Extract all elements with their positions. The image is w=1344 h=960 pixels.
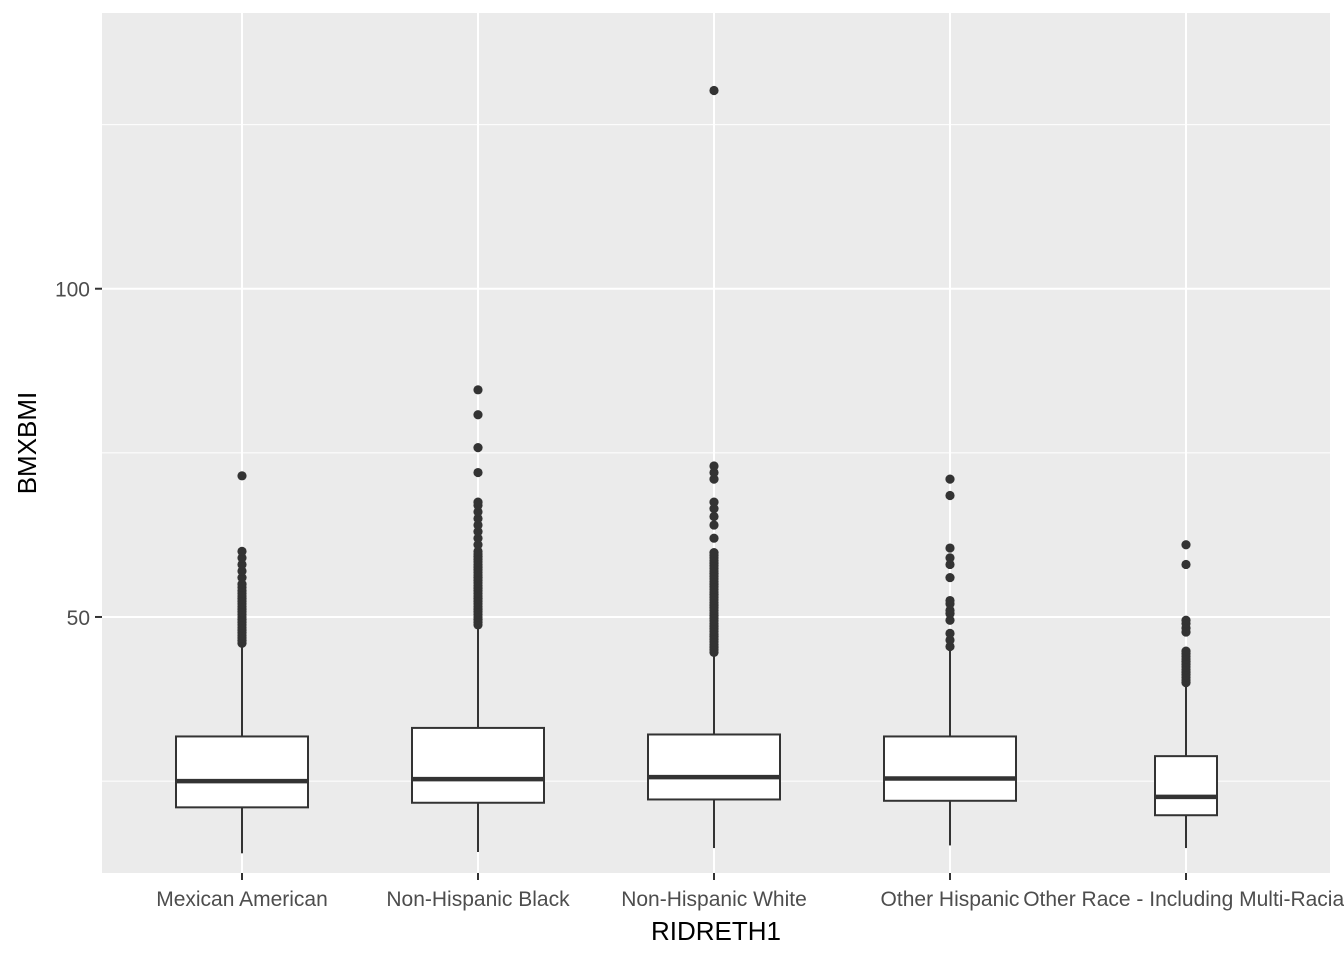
outlier-point — [1181, 559, 1191, 570]
outlier-point — [473, 540, 483, 550]
outlier-point — [473, 527, 483, 537]
outlier-point — [237, 471, 247, 481]
outlier-point — [709, 474, 719, 484]
outlier-point — [473, 520, 483, 530]
outlier-point — [945, 635, 955, 645]
outlier-point — [473, 410, 483, 420]
outlier-point — [1181, 540, 1191, 550]
boxes — [175, 626, 1218, 854]
outlier-point — [709, 511, 719, 522]
outlier-point — [237, 559, 247, 570]
outlier-point — [473, 385, 483, 395]
box-2 — [647, 653, 781, 849]
x-tick-label: Other Race - Including Multi-Racial — [1023, 888, 1344, 911]
x-tick-label: Other Hispanic — [881, 888, 1020, 911]
outlier-point — [945, 474, 955, 484]
iqr-box — [175, 735, 309, 809]
x-axis-title: RIDRETH1 — [651, 916, 781, 946]
y-tick-label: 100 — [55, 279, 90, 302]
outlier-point — [709, 520, 719, 530]
x-tick-label: Non-Hispanic White — [621, 888, 807, 911]
box-4 — [1154, 683, 1218, 849]
iqr-box — [883, 735, 1017, 802]
outlier-point — [945, 605, 955, 616]
outlier-point — [473, 442, 483, 453]
outlier-point — [709, 504, 719, 514]
outlier-point — [237, 579, 247, 589]
y-tick-label: 50 — [67, 607, 90, 630]
outlier-point — [945, 628, 955, 638]
outlier-point — [473, 497, 483, 507]
outlier-point — [237, 553, 247, 563]
outlier-point — [709, 467, 719, 478]
iqr-box — [647, 733, 781, 801]
outlier-point — [237, 572, 247, 583]
iqr-box — [411, 726, 545, 804]
outlier-point — [945, 595, 955, 606]
x-axis-ticks: Mexican American Non-Hispanic Black Non-Hi… — [156, 873, 1344, 911]
outlier-point — [945, 553, 955, 563]
box-1 — [411, 626, 545, 852]
plot-panel — [102, 13, 1330, 873]
outlier-point — [709, 461, 719, 471]
y-axis-title: BMXBMI — [12, 392, 42, 495]
outlier-point — [945, 641, 955, 652]
box-0 — [175, 644, 309, 854]
box-3 — [883, 648, 1017, 846]
outlier-point — [945, 490, 955, 501]
outlier-point — [945, 559, 955, 570]
y-axis-ticks: 50 100 — [55, 279, 102, 630]
outlier-point — [1181, 615, 1191, 625]
outlier-point — [709, 85, 719, 96]
outlier-point — [945, 543, 955, 553]
outlier-point — [473, 507, 483, 517]
outlier-point — [473, 546, 483, 556]
outlier-point — [709, 497, 719, 507]
outlier-points — [237, 85, 1191, 688]
outlier-point — [709, 533, 719, 543]
outlier-point — [473, 533, 483, 543]
outlier-point — [945, 615, 955, 625]
outlier-point — [945, 572, 955, 583]
outlier-point — [473, 513, 483, 524]
x-tick-label: Mexican American — [156, 888, 328, 911]
iqr-box — [1154, 755, 1218, 817]
outlier-point — [237, 546, 247, 556]
outlier-point — [237, 566, 247, 576]
outlier-point — [709, 548, 719, 558]
outlier-point — [1181, 646, 1191, 656]
outlier-point — [473, 467, 483, 478]
x-tick-label: Non-Hispanic Black — [386, 888, 570, 911]
